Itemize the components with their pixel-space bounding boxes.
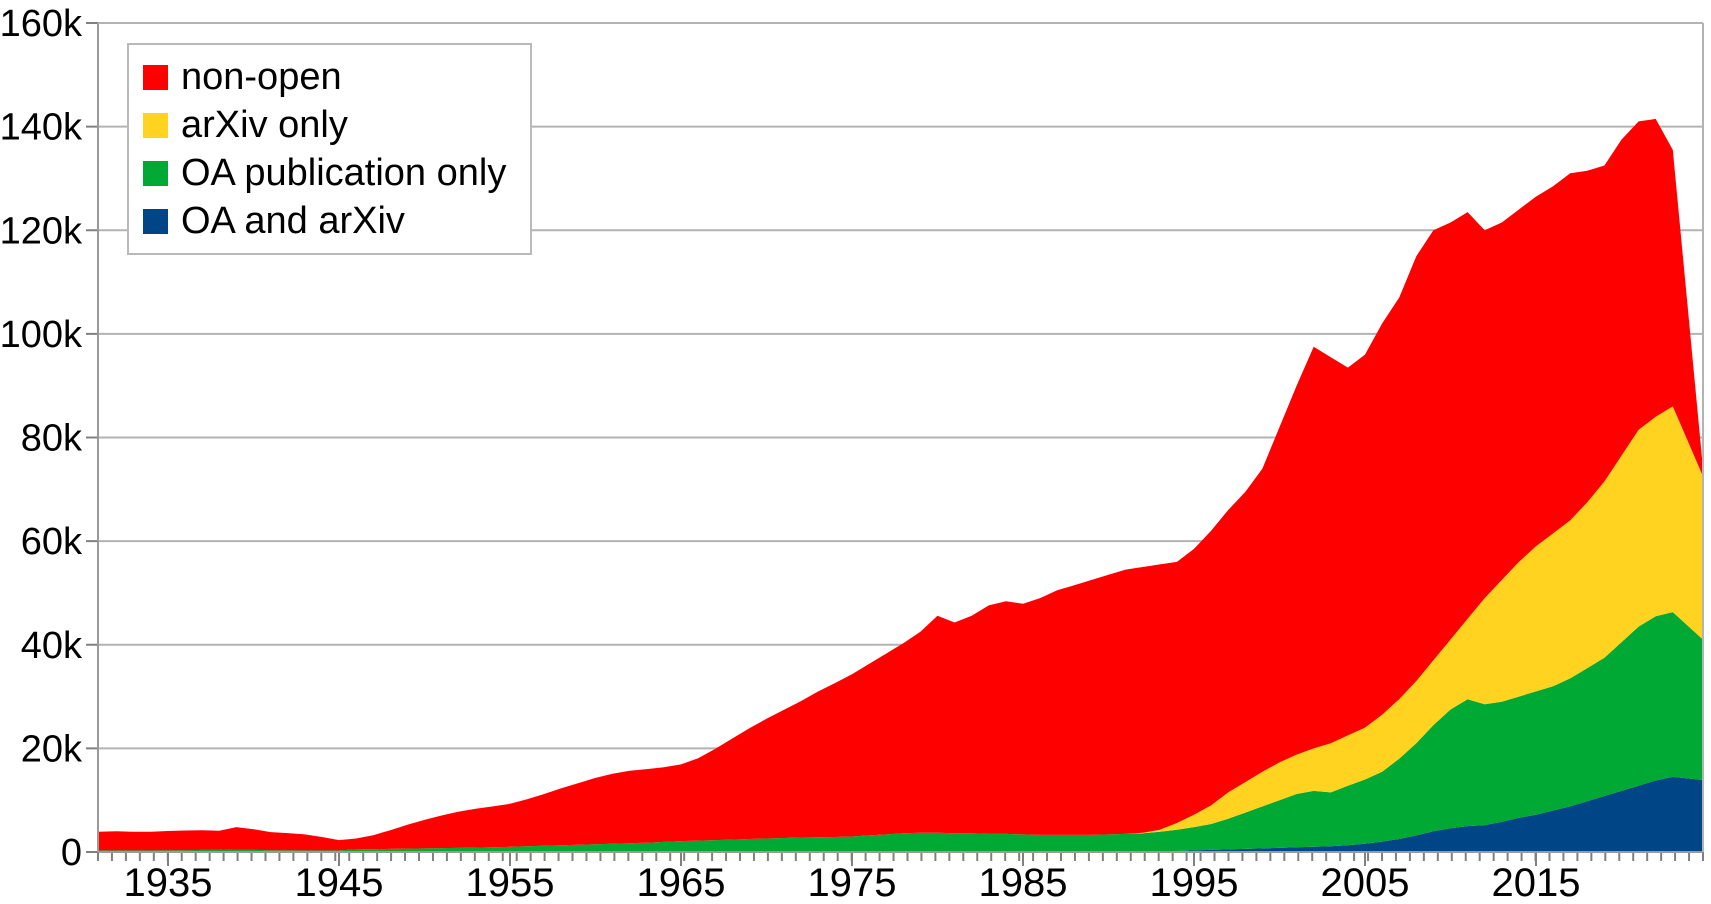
x-axis-tick-label: 1945	[295, 861, 384, 904]
x-axis-tick-label: 2015	[1492, 861, 1581, 904]
area-series-non-open	[98, 118, 1703, 851]
y-axis-tick-label: 160k	[0, 3, 83, 45]
legend-label: OA and arXiv	[181, 200, 405, 242]
x-axis-tick-label: 2005	[1321, 861, 1410, 904]
x-axis-tick-label: 1995	[1150, 861, 1239, 904]
legend: non-open arXiv only OA publication only …	[127, 43, 533, 255]
y-axis-tick-label: 140k	[0, 107, 83, 149]
x-axis-tick-label: 1985	[979, 861, 1068, 904]
legend-item: OA publication only	[143, 151, 506, 195]
y-axis-tick-label: 80k	[21, 418, 83, 460]
y-axis-tick-label: 40k	[21, 625, 83, 667]
y-axis-tick-label: 60k	[21, 521, 83, 563]
y-axis-tick-label: 0	[61, 832, 82, 874]
legend-item: arXiv only	[143, 103, 506, 147]
area-series-oa-and-arxiv	[98, 776, 1703, 852]
y-axis-tick-label: 100k	[0, 314, 83, 356]
legend-label: OA publication only	[181, 152, 507, 194]
legend-label: arXiv only	[181, 104, 348, 146]
x-axis-tick-label: 1935	[124, 861, 213, 904]
x-axis-tick-label: 1965	[637, 861, 726, 904]
non-open-swatch-icon	[143, 64, 168, 90]
legend-label: non-open	[181, 56, 342, 98]
oa-and-arxiv-swatch-icon	[143, 208, 168, 234]
x-axis-tick-label: 1955	[466, 861, 555, 904]
arxiv-only-swatch-icon	[143, 112, 168, 138]
legend-item: OA and arXiv	[143, 199, 506, 243]
oa-publication-only-swatch-icon	[143, 160, 168, 186]
legend-item: non-open	[143, 55, 506, 99]
x-axis-tick-label: 1975	[808, 861, 897, 904]
y-axis-tick-label: 20k	[21, 728, 83, 770]
y-axis-tick-label: 120k	[0, 210, 83, 252]
